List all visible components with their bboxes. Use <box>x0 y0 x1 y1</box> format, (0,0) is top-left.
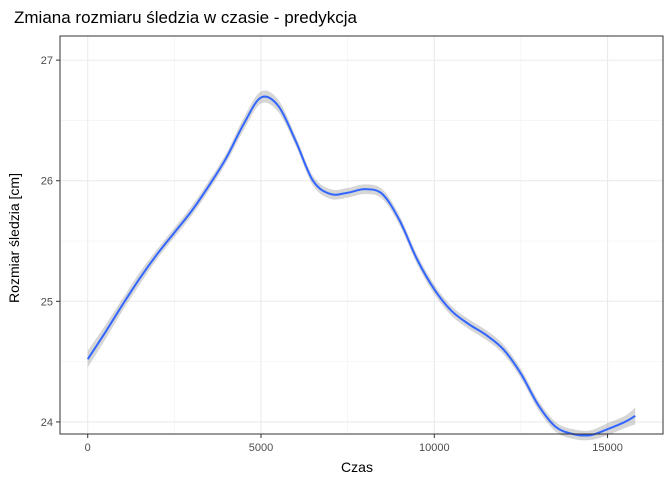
chart-title: Zmiana rozmiaru śledzia w czasie - predy… <box>14 8 357 27</box>
x-tick-label: 10000 <box>419 442 450 454</box>
y-axis: 24 25 26 27 <box>41 55 60 429</box>
x-tick-label: 5000 <box>249 442 273 454</box>
y-tick-label: 25 <box>41 296 53 308</box>
x-axis-title: Czas <box>341 459 373 475</box>
x-tick-label: 0 <box>85 442 91 454</box>
y-tick-label: 27 <box>41 55 53 67</box>
x-axis: 0 5000 10000 15000 <box>85 434 623 454</box>
y-tick-label: 26 <box>41 176 53 188</box>
x-tick-label: 15000 <box>592 442 623 454</box>
prediction-line <box>86 95 636 437</box>
panel-border <box>59 35 664 435</box>
y-tick-label: 24 <box>41 417 53 429</box>
y-axis-title: Rozmiar śledzia [cm] <box>6 173 22 303</box>
grid <box>60 36 663 434</box>
confidence-band <box>87 90 636 441</box>
